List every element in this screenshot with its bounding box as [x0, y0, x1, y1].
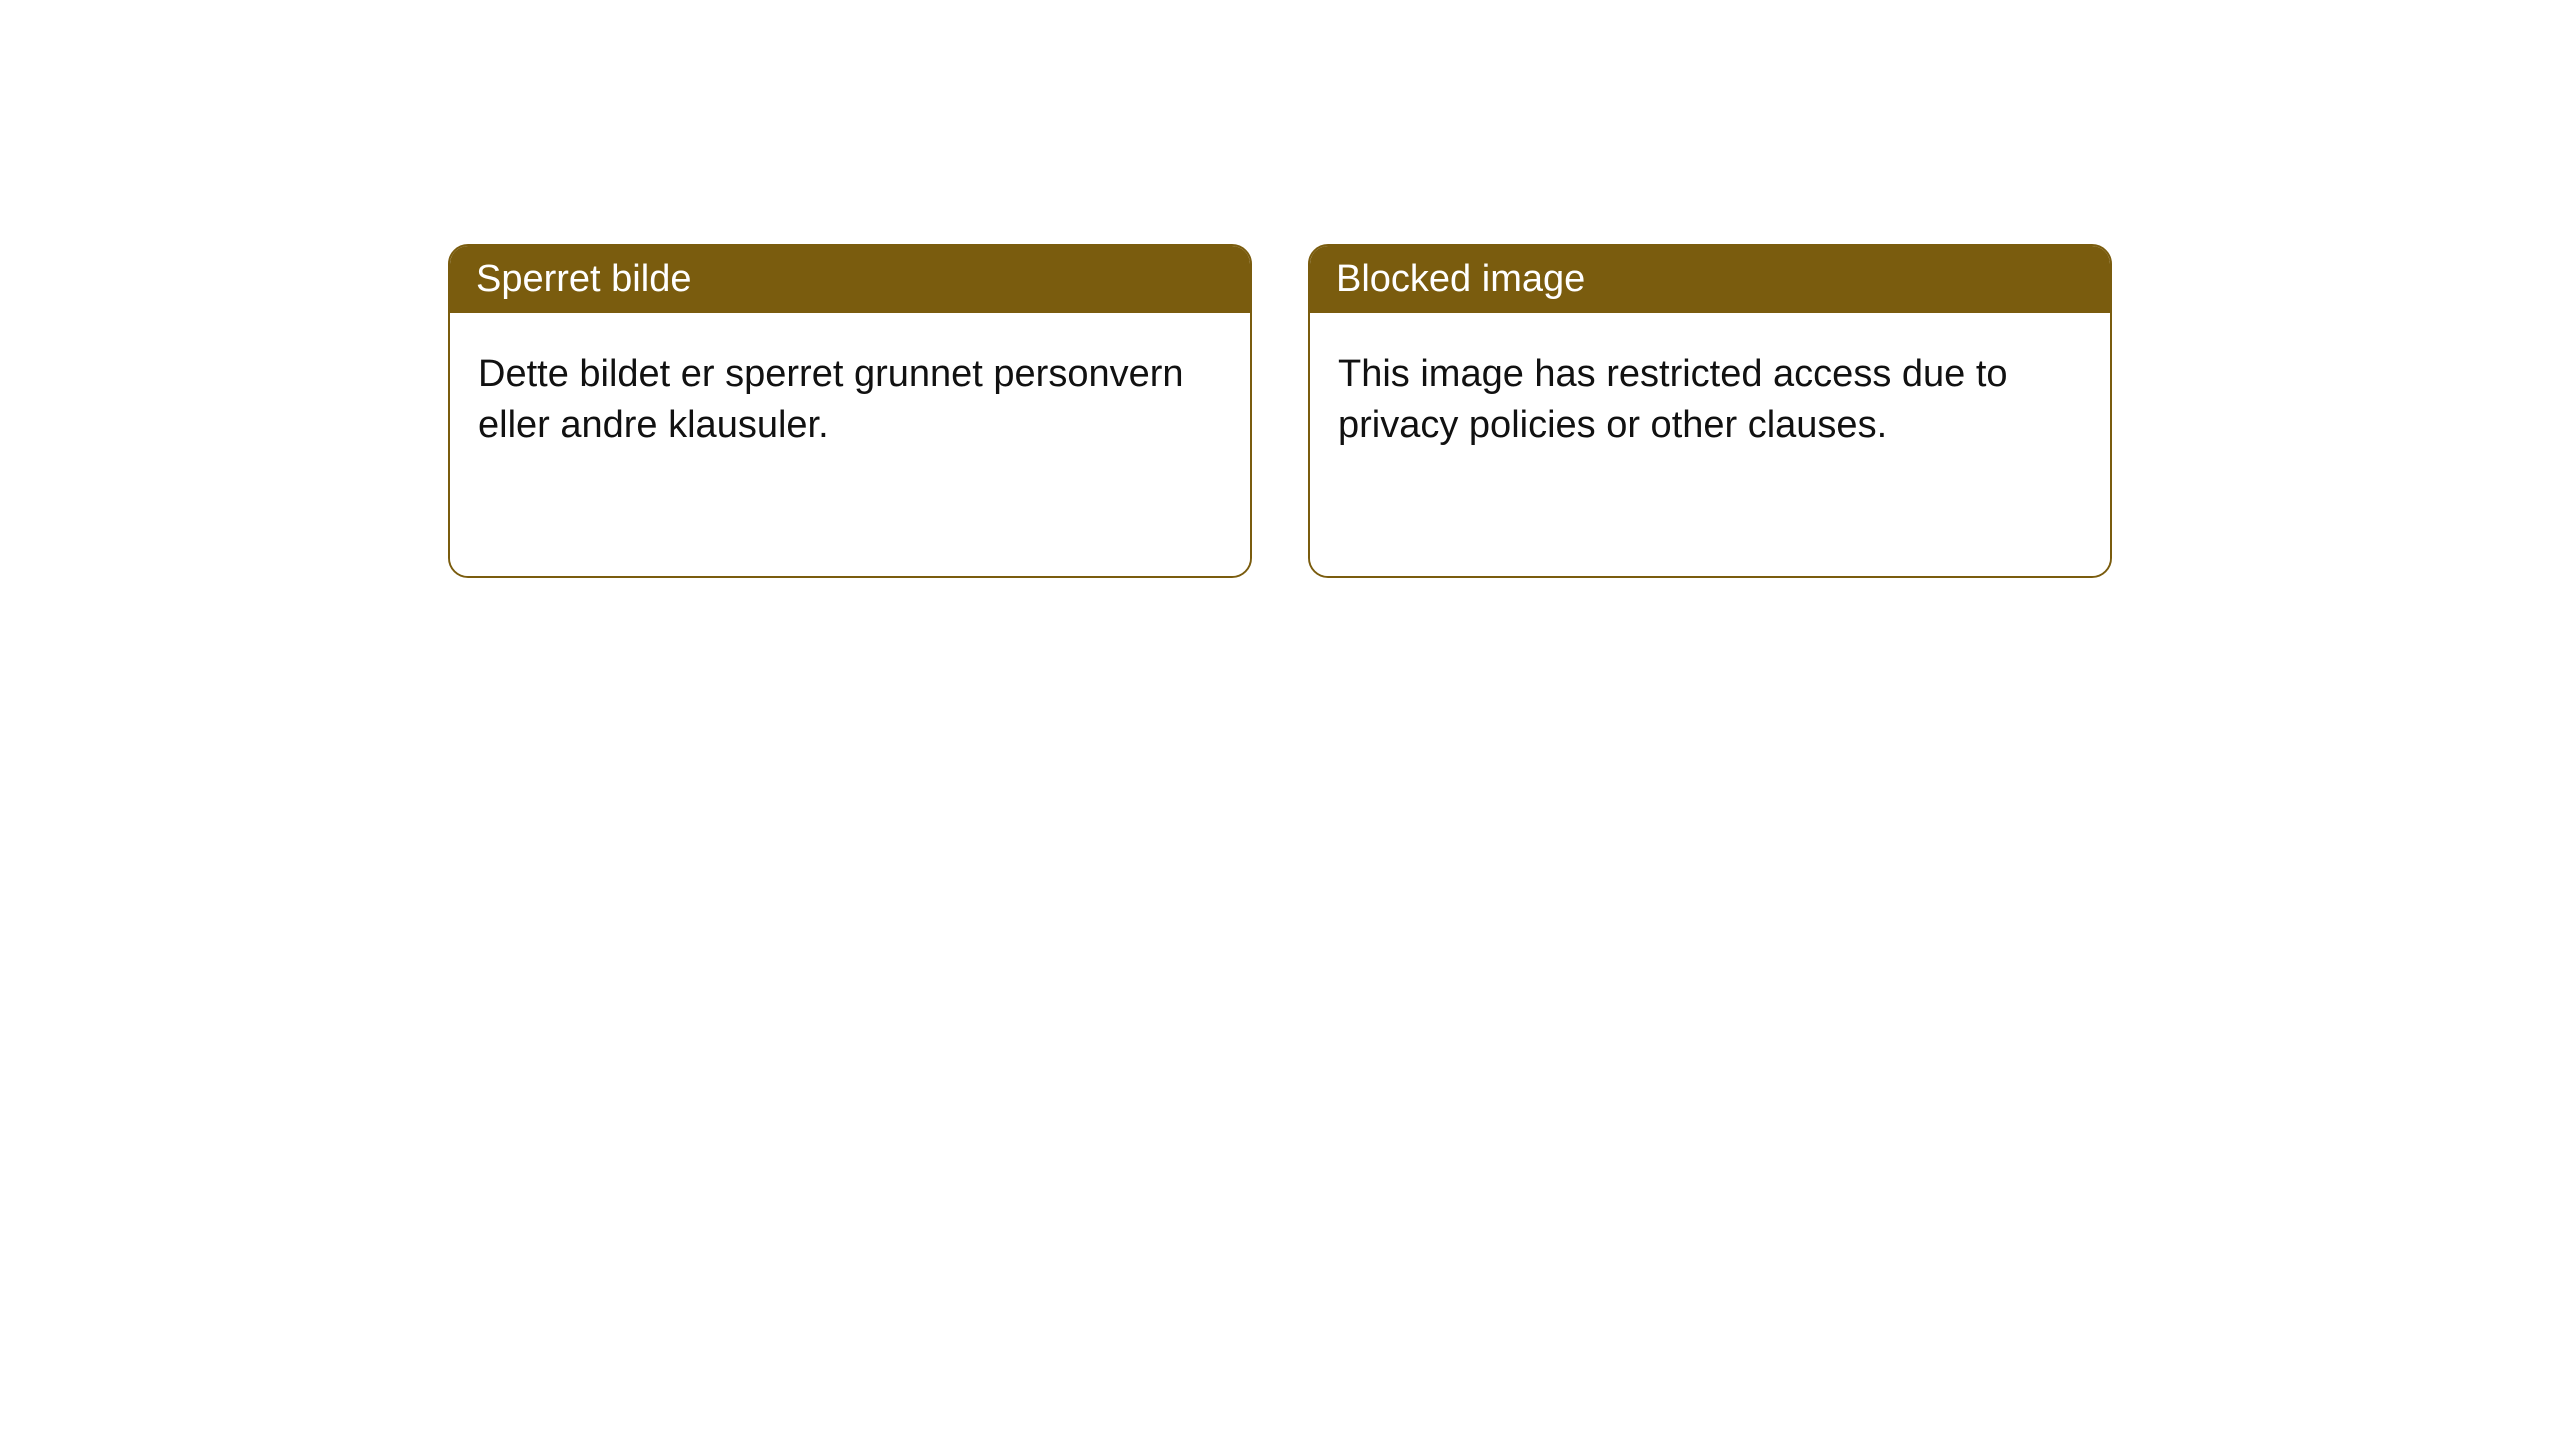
card-body: Dette bildet er sperret grunnet personve…: [450, 313, 1250, 576]
card-title: Sperret bilde: [476, 258, 691, 300]
card-body: This image has restricted access due to …: [1310, 313, 2110, 576]
card-body-text: This image has restricted access due to …: [1338, 349, 2082, 452]
card-header: Sperret bilde: [450, 246, 1250, 313]
blocked-image-card-en: Blocked image This image has restricted …: [1308, 244, 2112, 578]
card-title: Blocked image: [1336, 258, 1585, 300]
card-body-text: Dette bildet er sperret grunnet personve…: [478, 349, 1222, 452]
blocked-image-card-no: Sperret bilde Dette bildet er sperret gr…: [448, 244, 1252, 578]
card-header: Blocked image: [1310, 246, 2110, 313]
notice-cards-container: Sperret bilde Dette bildet er sperret gr…: [0, 0, 2560, 578]
